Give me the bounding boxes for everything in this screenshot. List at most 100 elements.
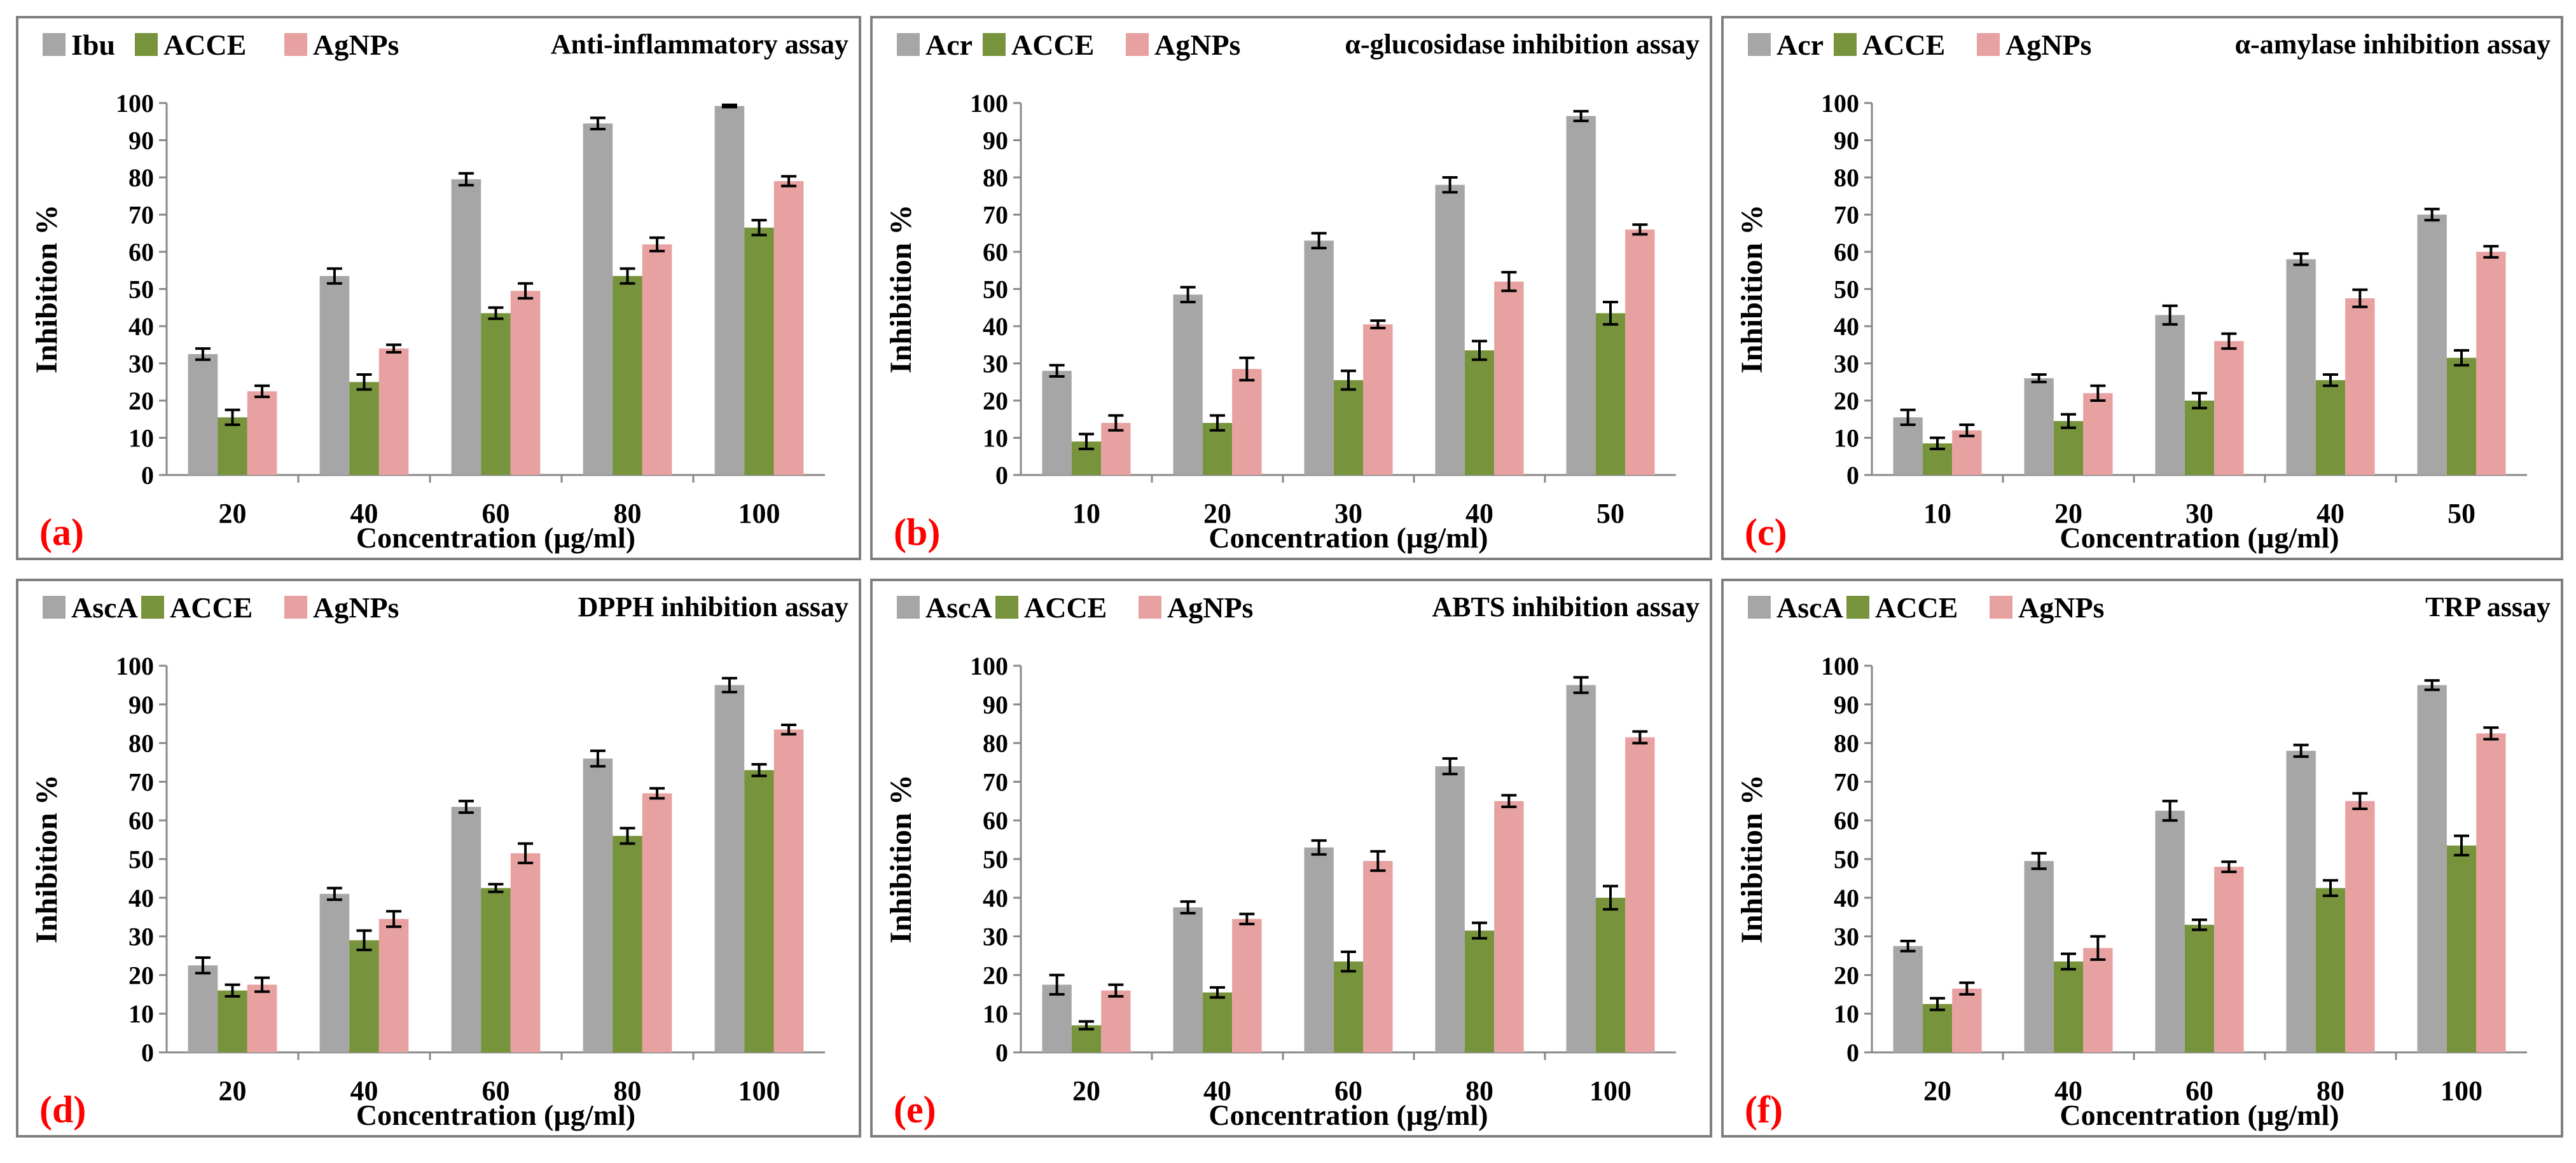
error-bar-asca-60 (1311, 839, 1327, 856)
error-bar-agnps-60 (2221, 860, 2237, 874)
error-bar-acr-40 (2293, 252, 2309, 266)
y-tick-label: 10 (1834, 424, 1859, 453)
y-tick-label: 30 (128, 923, 154, 951)
bar-ibu-20 (188, 354, 218, 475)
bar-acce-40 (2315, 380, 2346, 475)
chart-title: α-glucosidase inhibition assay (1345, 29, 1700, 60)
bar-agnps-20 (247, 984, 277, 1052)
y-tick-label: 60 (983, 238, 1008, 266)
x-axis-label: Concentration (µg/ml) (356, 521, 635, 554)
x-tick-label-80: 80 (2316, 1075, 2344, 1106)
error-bar-agnps-100 (781, 724, 797, 736)
error-bar-agnps-20 (254, 976, 270, 993)
bar-agnps-60 (1363, 861, 1393, 1052)
y-axis-label: Inhibition % (1735, 774, 1769, 943)
y-axis-label: Inhibition % (30, 205, 64, 373)
legend-swatch-acce (1834, 33, 1857, 56)
bar-acr-50 (2417, 214, 2447, 475)
bar-acce-40 (349, 382, 379, 475)
error-bar-acce-30 (2192, 392, 2207, 409)
bar-agnps-50 (1625, 229, 1655, 475)
error-bar-ibu-40 (326, 267, 342, 285)
error-bar-agnps-20 (2090, 384, 2106, 402)
y-tick-label: 40 (983, 884, 1008, 912)
legend-swatch-acce (135, 33, 158, 56)
bar-asca-100 (714, 685, 745, 1052)
bar-agnps-10 (1952, 430, 1982, 475)
error-bar-acce-40 (356, 929, 372, 951)
bar-agnps-40 (2083, 947, 2113, 1052)
bar-acce-60 (1333, 961, 1364, 1052)
bar-agnps-100 (773, 181, 804, 475)
x-tick-label-40: 40 (2054, 1075, 2082, 1106)
error-bar-asca-100 (1573, 676, 1589, 694)
error-bar-ibu-60 (458, 172, 474, 187)
y-tick-label: 60 (1834, 238, 1859, 266)
error-bar-asca-80 (2293, 743, 2309, 758)
bar-agnps-80 (2345, 801, 2375, 1052)
error-bar-asca-20 (1049, 974, 1065, 996)
error-bar-agnps-80 (1501, 794, 1517, 808)
error-bar-agnps-40 (386, 343, 402, 354)
y-tick-label: 40 (128, 884, 154, 912)
bar-agnps-80 (642, 793, 672, 1052)
bar-acce-80 (2315, 888, 2346, 1052)
y-tick-label: 20 (983, 387, 1008, 415)
y-tick-label: 0 (141, 461, 154, 490)
y-tick-label: 80 (1834, 729, 1859, 758)
y-tick-label: 100 (1821, 652, 1859, 680)
error-bar-agnps-80 (649, 787, 665, 800)
bar-acce-30 (2184, 401, 2215, 475)
error-bar-acce-80 (2323, 879, 2338, 897)
y-tick-label: 60 (983, 806, 1008, 835)
x-tick-label-10: 10 (1923, 498, 1951, 529)
error-bar-acce-10 (1079, 432, 1094, 451)
bar-acce-60 (481, 888, 511, 1052)
error-bar-acce-50 (2454, 349, 2469, 367)
bar-agnps-30 (2214, 341, 2244, 475)
error-bar-acce-20 (225, 983, 240, 998)
x-tick-label-60: 60 (482, 1075, 510, 1106)
chart-title: α-amylase inhibition assay (2235, 29, 2551, 60)
x-tick-label-40: 40 (350, 1075, 378, 1106)
bar-acce-80 (613, 836, 642, 1052)
y-tick-label: 100 (1821, 89, 1859, 118)
bar-acr-40 (1435, 184, 1465, 475)
x-tick-label-100: 100 (1589, 1075, 1631, 1106)
x-tick-label-40: 40 (1203, 1075, 1231, 1106)
bar-ibu-100 (714, 106, 745, 475)
y-tick-label: 90 (128, 691, 154, 719)
legend-swatch-acr (1748, 33, 1771, 56)
y-tick-label: 0 (1846, 1038, 1859, 1067)
x-axis-label: Concentration (µg/ml) (2060, 1099, 2339, 1131)
bar-acce-40 (2053, 961, 2084, 1052)
bar-acce-40 (1464, 350, 1495, 475)
panel-letter: (d) (39, 1089, 86, 1131)
error-bar-acce-100 (751, 763, 767, 778)
y-tick-label: 70 (983, 201, 1008, 230)
y-tick-label: 50 (128, 845, 154, 874)
legend-swatch-ibu (43, 33, 66, 56)
error-bar-acr-40 (1442, 176, 1458, 194)
legend-swatch-agnps (1990, 596, 2012, 619)
error-bar-acce-20 (1210, 414, 1225, 432)
bar-acce-80 (1464, 930, 1495, 1052)
error-bar-agnps-60 (518, 282, 534, 300)
y-tick-label: 80 (128, 163, 154, 192)
y-axis-label: Inhibition % (884, 774, 918, 943)
y-tick-label: 30 (128, 350, 154, 378)
legend-label-agnps: AgNPs (1167, 591, 1253, 624)
legend-swatch-agnps (1126, 33, 1149, 56)
bar-acce-50 (1595, 313, 1626, 475)
legend-swatch-acce (1846, 596, 1869, 619)
y-tick-label: 10 (128, 424, 154, 453)
error-bar-acr-30 (1311, 231, 1327, 250)
x-tick-label-20: 20 (1923, 1075, 1951, 1106)
error-bar-acr-10 (1049, 364, 1065, 378)
bar-asca-20 (1042, 984, 1072, 1052)
bar-agnps-100 (773, 729, 804, 1052)
x-tick-label-20: 20 (219, 498, 247, 529)
legend-swatch-agnps (284, 33, 307, 56)
y-tick-label: 40 (1834, 884, 1859, 912)
y-tick-label: 20 (1834, 961, 1859, 989)
